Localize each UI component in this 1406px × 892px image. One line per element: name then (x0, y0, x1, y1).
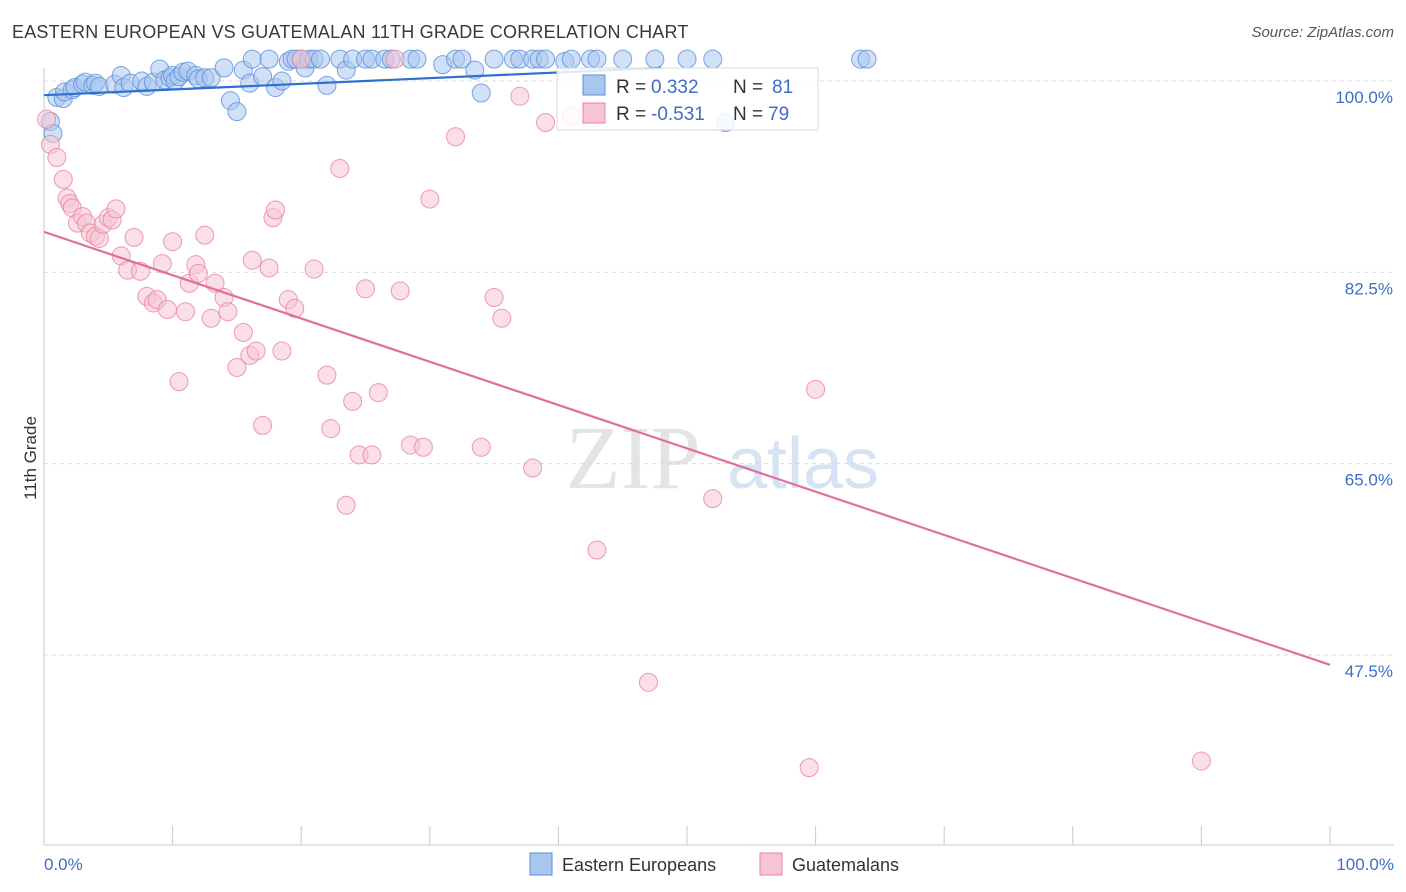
point-guatemalans (368, 383, 388, 403)
grid-layer (44, 80, 1394, 656)
stats-n-value-blue: 81 (772, 77, 793, 98)
point-eastern-europeans (310, 49, 330, 69)
point-guatemalans (362, 445, 382, 465)
stats-n-label-blue: N = (733, 77, 763, 98)
point-guatemalans (484, 287, 504, 307)
point-guatemalans (163, 232, 183, 252)
point-eastern-europeans (272, 71, 292, 91)
point-guatemalans (47, 148, 67, 168)
point-guatemalans (471, 437, 491, 457)
stats-r-value-pink: -0.531 (651, 104, 705, 125)
point-eastern-europeans (242, 49, 262, 69)
stats-swatch-blue (582, 74, 606, 96)
legend-label-eastern-europeans: Eastern Europeans (562, 855, 716, 875)
point-eastern-europeans (452, 49, 472, 69)
point-guatemalans (523, 458, 543, 478)
point-guatemalans (218, 302, 238, 322)
point-guatemalans (106, 199, 126, 219)
point-guatemalans (233, 322, 253, 342)
y-tick-labels: 100.0% 82.5% 65.0% 47.5% (1335, 88, 1393, 681)
point-guatemalans (188, 263, 208, 283)
y-tick-label: 47.5% (1345, 662, 1393, 681)
watermark-zip: ZIP (566, 409, 701, 508)
stats-n-value-pink: 79 (768, 104, 789, 125)
y-tick-label: 100.0% (1335, 88, 1393, 107)
point-guatemalans (253, 415, 273, 435)
point-guatemalans (259, 258, 279, 278)
y-tick-label: 65.0% (1345, 471, 1393, 490)
point-guatemalans (321, 419, 341, 439)
stats-swatch-pink (582, 102, 606, 124)
legend-label-guatemalans: Guatemalans (792, 855, 899, 875)
point-eastern-europeans (645, 49, 665, 69)
y-axis-label: 11th Grade (21, 416, 40, 500)
point-guatemalans (446, 127, 466, 147)
point-eastern-europeans (587, 49, 607, 69)
point-eastern-europeans (407, 49, 427, 69)
point-guatemalans (291, 49, 311, 69)
point-guatemalans (37, 109, 57, 129)
chart-source: Source: ZipAtlas.com (1251, 24, 1394, 41)
point-guatemalans (510, 86, 530, 106)
legend: Eastern Europeans Guatemalans (529, 852, 899, 876)
stats-r-label-pink: R = (616, 104, 646, 125)
point-eastern-europeans (703, 49, 723, 69)
point-guatemalans (420, 189, 440, 209)
stats-box: R = 0.332 N = 81 R = -0.531 N = 79 (556, 67, 819, 131)
point-eastern-europeans (227, 102, 247, 122)
stats-r-label-blue: R = (616, 77, 646, 98)
point-eastern-europeans (465, 60, 485, 80)
chart-title: EASTERN EUROPEAN VS GUATEMALAN 11TH GRAD… (12, 22, 689, 42)
point-eastern-europeans (536, 49, 556, 69)
y-tick-label: 82.5% (1345, 279, 1393, 298)
point-guatemalans (413, 437, 433, 457)
stats-r-value-blue: 0.332 (651, 77, 699, 98)
point-guatemalans (390, 281, 410, 301)
point-guatemalans (336, 495, 356, 515)
point-guatemalans (304, 259, 324, 279)
point-guatemalans (587, 540, 607, 560)
point-eastern-europeans (484, 49, 504, 69)
point-eastern-europeans (317, 75, 337, 95)
point-guatemalans (201, 308, 221, 328)
legend-swatch-eastern-europeans (529, 852, 553, 876)
legend-swatch-guatemalans (759, 852, 783, 876)
point-guatemalans (175, 302, 195, 322)
point-guatemalans (799, 758, 819, 778)
point-guatemalans (195, 225, 215, 245)
point-guatemalans (806, 379, 826, 399)
point-guatemalans (356, 279, 375, 299)
point-guatemalans (246, 341, 266, 361)
point-eastern-europeans (561, 49, 581, 69)
point-guatemalans (343, 391, 363, 411)
point-eastern-europeans (677, 49, 697, 69)
point-eastern-europeans (471, 83, 491, 103)
point-guatemalans (536, 113, 556, 133)
point-guatemalans (385, 49, 405, 69)
point-guatemalans (703, 489, 723, 509)
x-tick-marks (172, 826, 1331, 845)
point-guatemalans (638, 672, 658, 692)
point-guatemalans (124, 227, 144, 247)
point-guatemalans (53, 169, 73, 189)
point-guatemalans (1191, 751, 1211, 771)
point-guatemalans (169, 372, 189, 392)
point-eastern-europeans (857, 49, 877, 69)
point-guatemalans (317, 365, 337, 385)
trend-line-guatemalans (43, 230, 1331, 666)
point-guatemalans (330, 158, 350, 178)
point-guatemalans (265, 200, 285, 220)
stats-n-label-pink: N = (733, 104, 763, 125)
point-eastern-europeans (214, 58, 234, 78)
point-guatemalans (272, 341, 292, 361)
point-guatemalans (242, 250, 262, 270)
point-guatemalans (227, 357, 247, 377)
point-eastern-europeans (613, 49, 633, 69)
point-guatemalans (157, 300, 177, 320)
point-eastern-europeans (259, 49, 279, 69)
point-guatemalans (492, 308, 512, 328)
x-tick-label-max: 100.0% (1336, 855, 1394, 874)
x-tick-label-min: 0.0% (44, 855, 83, 874)
